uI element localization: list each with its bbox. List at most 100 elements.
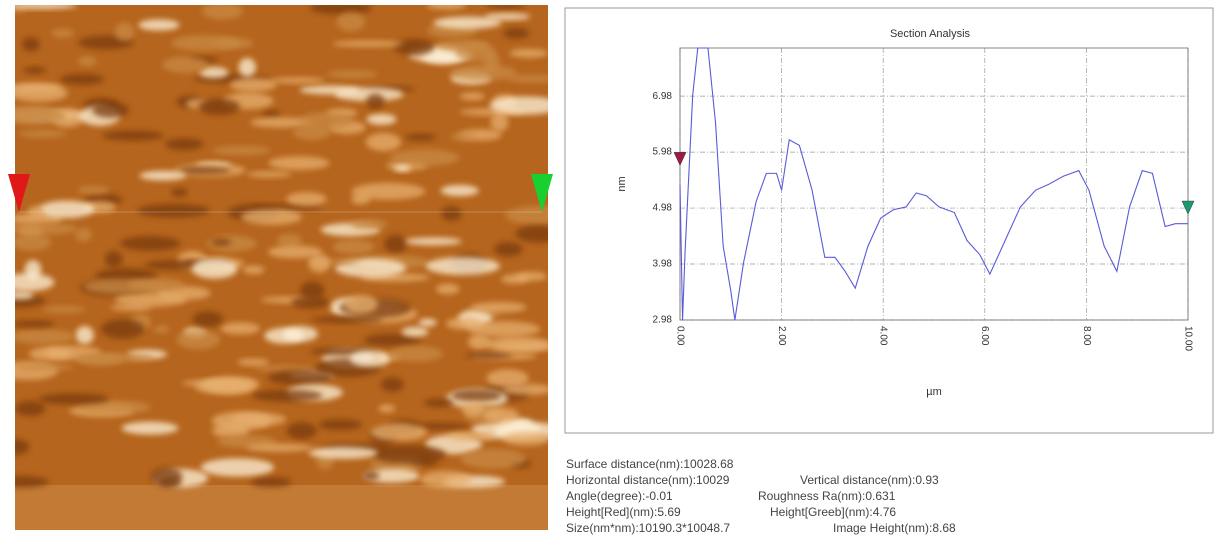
afm-feature bbox=[15, 363, 74, 371]
profile-line bbox=[679, 47, 1188, 321]
afm-feature bbox=[326, 70, 378, 79]
afm-feature bbox=[503, 431, 548, 446]
afm-feature bbox=[200, 458, 275, 477]
afm-feature bbox=[351, 182, 426, 200]
afm-feature bbox=[418, 318, 437, 327]
afm-feature bbox=[238, 57, 256, 77]
afm-feature bbox=[75, 400, 152, 414]
afm-feature bbox=[372, 445, 446, 464]
readout: Image Height(nm):8.68 bbox=[833, 521, 956, 535]
afm-feature bbox=[424, 398, 455, 408]
afm-feature bbox=[441, 206, 462, 222]
afm-feature bbox=[490, 112, 509, 132]
afm-feature bbox=[446, 431, 496, 441]
y-tick-label: 5.98 bbox=[653, 147, 673, 158]
afm-feature bbox=[262, 110, 281, 118]
afm-band bbox=[15, 485, 548, 530]
afm-feature bbox=[250, 476, 292, 488]
afm-feature bbox=[240, 209, 302, 225]
afm-feature bbox=[435, 283, 460, 295]
afm-feature bbox=[137, 203, 210, 218]
afm-feature bbox=[102, 130, 164, 141]
afm-feature bbox=[426, 5, 467, 10]
afm-feature bbox=[201, 5, 243, 20]
plot-area: 2.98 3.98 4.98 5.98 6.98 0.00 2.00 4.00 6.00 8.00… bbox=[653, 47, 1195, 351]
afm-feature bbox=[460, 448, 527, 469]
afm-feature bbox=[267, 369, 333, 386]
afm-feature bbox=[171, 187, 188, 197]
afm-feature bbox=[299, 85, 360, 95]
readout: Horizontal distance(nm):10029 bbox=[566, 473, 730, 487]
red-cursor bbox=[8, 174, 30, 212]
y-tick-label: 3.98 bbox=[653, 259, 673, 270]
afm-feature bbox=[378, 404, 396, 413]
afm-feature bbox=[344, 294, 378, 314]
afm-feature bbox=[465, 352, 513, 359]
afm-feature bbox=[308, 446, 378, 459]
afm-feature bbox=[318, 419, 362, 431]
afm-feature bbox=[119, 235, 181, 251]
afm-feature bbox=[331, 40, 404, 47]
afm-feature bbox=[310, 5, 372, 15]
x-axis-label: µm bbox=[926, 386, 942, 398]
afm-feature bbox=[23, 66, 46, 74]
afm-feature bbox=[77, 186, 110, 195]
afm-feature bbox=[212, 145, 271, 156]
afm-feature bbox=[75, 325, 94, 345]
afm-feature bbox=[77, 56, 97, 67]
afm-feature bbox=[268, 156, 330, 170]
y-tick-label: 4.98 bbox=[653, 203, 673, 214]
chart-panel bbox=[564, 7, 1214, 434]
afm-feature bbox=[505, 74, 548, 83]
readout: Height[Greeb](nm):4.76 bbox=[770, 505, 896, 519]
afm-feature bbox=[310, 316, 384, 324]
x-tick-label: 0.00 bbox=[674, 326, 685, 346]
afm-feature bbox=[350, 350, 391, 368]
readouts: Surface distance(nm):10028.68 Horizontal … bbox=[566, 457, 956, 535]
afm-feature bbox=[15, 107, 66, 126]
afm-feature bbox=[350, 219, 388, 230]
afm-feature bbox=[393, 164, 411, 172]
afm-feature bbox=[15, 5, 77, 10]
afm-feature bbox=[50, 28, 75, 38]
afm-feature bbox=[18, 129, 67, 138]
afm-feature bbox=[380, 377, 404, 392]
afm-feature bbox=[251, 389, 323, 402]
afm-feature bbox=[394, 38, 435, 56]
afm-feature bbox=[199, 67, 229, 79]
afm-feature bbox=[484, 13, 531, 21]
afm-feature bbox=[92, 102, 130, 118]
afm-image bbox=[15, 5, 548, 530]
afm-feature bbox=[389, 149, 460, 167]
afm-feature bbox=[366, 93, 385, 110]
afm-feature bbox=[404, 237, 462, 246]
afm-feature bbox=[485, 5, 526, 9]
afm-feature bbox=[505, 205, 548, 226]
afm-feature bbox=[292, 125, 331, 140]
afm-feature bbox=[24, 260, 42, 280]
afm-feature bbox=[121, 421, 179, 435]
y-axis-label: nm bbox=[616, 176, 628, 191]
afm-feature bbox=[246, 171, 293, 178]
readout: Surface distance(nm):10028.68 bbox=[566, 457, 734, 471]
afm-feature bbox=[237, 358, 270, 366]
afm-feature bbox=[486, 369, 529, 388]
afm-feature bbox=[153, 325, 170, 334]
afm-feature bbox=[425, 257, 500, 276]
afm-feature bbox=[211, 238, 232, 246]
afm-feature bbox=[405, 133, 437, 141]
afm-feature bbox=[198, 98, 241, 116]
x-tick-label: 10.00 bbox=[1182, 326, 1193, 351]
afm-feature bbox=[215, 37, 254, 49]
afm-feature bbox=[449, 64, 518, 81]
afm-feature bbox=[15, 291, 34, 300]
afm-feature bbox=[336, 12, 366, 32]
afm-feature bbox=[211, 411, 272, 431]
readout: Height[Red](nm):5.69 bbox=[566, 505, 681, 519]
afm-feature bbox=[451, 389, 502, 402]
afm-feature bbox=[282, 326, 319, 342]
afm-feature bbox=[165, 138, 204, 151]
afm-feature bbox=[332, 239, 375, 255]
